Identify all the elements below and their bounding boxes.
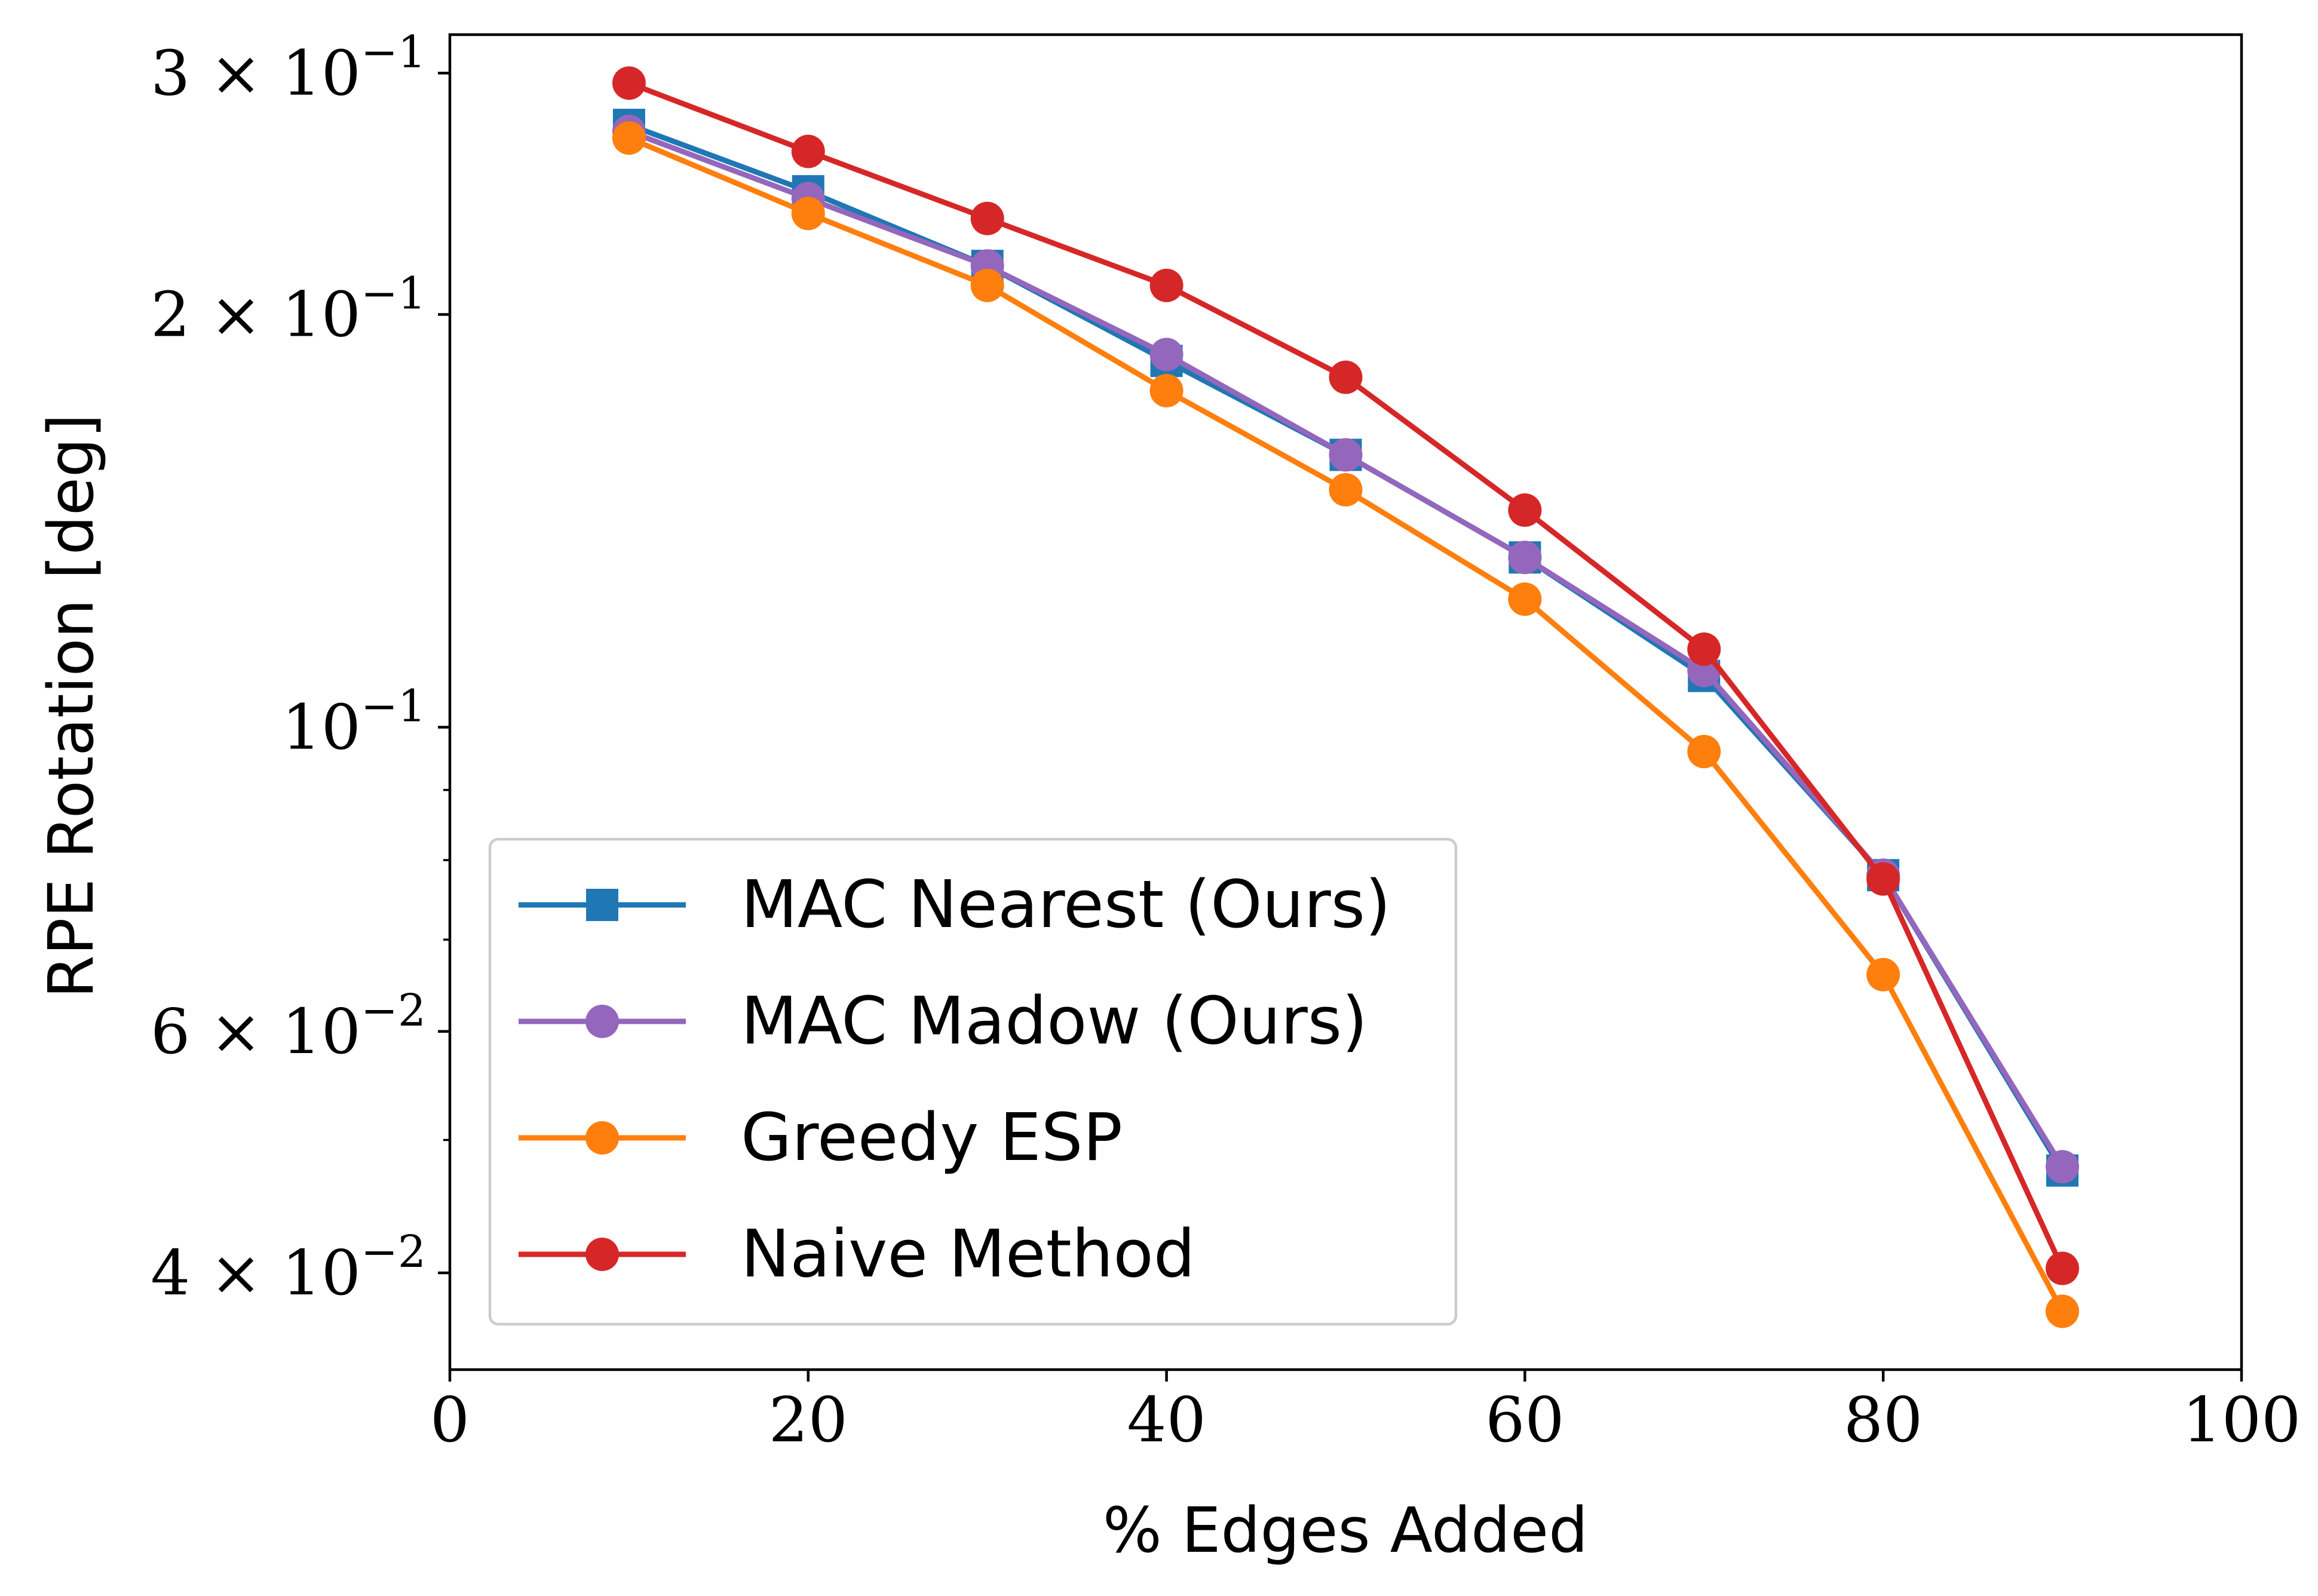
x-axis-label: % Edges Added bbox=[1103, 1494, 1588, 1567]
legend-label: MAC Madow (Ours) bbox=[741, 983, 1368, 1059]
data-point bbox=[1149, 337, 1183, 372]
data-point bbox=[612, 66, 646, 100]
legend: MAC Nearest (Ours) MAC Madow (Ours) Greedy… bbox=[488, 837, 1458, 1326]
legend-marker bbox=[585, 1005, 619, 1038]
y-tick-label: 4 × 10−2 bbox=[151, 1226, 426, 1309]
legend-marker bbox=[585, 1238, 619, 1271]
legend-marker bbox=[586, 889, 618, 921]
x-tick-label: 80 bbox=[1844, 1383, 1923, 1456]
data-point bbox=[1149, 373, 1183, 407]
data-point bbox=[1329, 473, 1363, 507]
y-tick-label: 2 × 10−1 bbox=[151, 268, 426, 351]
data-point bbox=[612, 121, 646, 155]
legend-item: Naive Method bbox=[519, 1216, 1195, 1292]
legend-marker bbox=[585, 1121, 619, 1155]
x-tick-label: 40 bbox=[1127, 1383, 1206, 1456]
legend-label: MAC Nearest (Ours) bbox=[741, 866, 1391, 943]
data-point bbox=[1329, 438, 1363, 472]
series-2 bbox=[612, 121, 2080, 1328]
data-point bbox=[1508, 541, 1542, 575]
y-tick-label: 6 × 10−2 bbox=[151, 985, 426, 1068]
data-point bbox=[2046, 1294, 2080, 1328]
legend-item: MAC Madow (Ours) bbox=[519, 983, 1368, 1059]
y-axis-label: RPE Rotation [deg] bbox=[35, 414, 108, 999]
x-tick-label: 20 bbox=[769, 1383, 848, 1456]
data-point bbox=[970, 268, 1004, 302]
data-point bbox=[1329, 360, 1363, 394]
legend-item: Greedy ESP bbox=[519, 1099, 1123, 1175]
legend-label: Naive Method bbox=[741, 1216, 1195, 1292]
data-point bbox=[1508, 493, 1542, 527]
data-point bbox=[1866, 957, 1900, 992]
data-point bbox=[1687, 632, 1721, 666]
y-tick-label: 3 × 10−1 bbox=[151, 26, 426, 109]
data-point bbox=[1866, 862, 1900, 896]
series-3 bbox=[612, 66, 2080, 1285]
axes-frame bbox=[448, 33, 2243, 1371]
data-point bbox=[1687, 735, 1721, 769]
data-point bbox=[1149, 268, 1183, 302]
series-group bbox=[612, 66, 2080, 1328]
x-tick-label: 0 bbox=[430, 1383, 470, 1456]
data-point bbox=[2046, 1251, 2080, 1285]
legend-label: Greedy ESP bbox=[741, 1099, 1123, 1175]
axes: 0 20 40 60 80 100 3 × 10−1 2 × 10−1 10−1 6 × 10−2… bbox=[151, 26, 2301, 1456]
legend-item: MAC Nearest (Ours) bbox=[519, 866, 1391, 943]
x-tick-label: 100 bbox=[2182, 1383, 2301, 1456]
x-tick-label: 60 bbox=[1485, 1383, 1564, 1456]
data-point bbox=[1508, 582, 1542, 616]
data-point bbox=[791, 134, 825, 168]
data-point bbox=[791, 197, 825, 231]
data-point bbox=[970, 201, 1004, 235]
data-point bbox=[2046, 1150, 2080, 1184]
legend-box bbox=[488, 837, 1458, 1326]
y-tick-label: 10−1 bbox=[282, 681, 426, 764]
